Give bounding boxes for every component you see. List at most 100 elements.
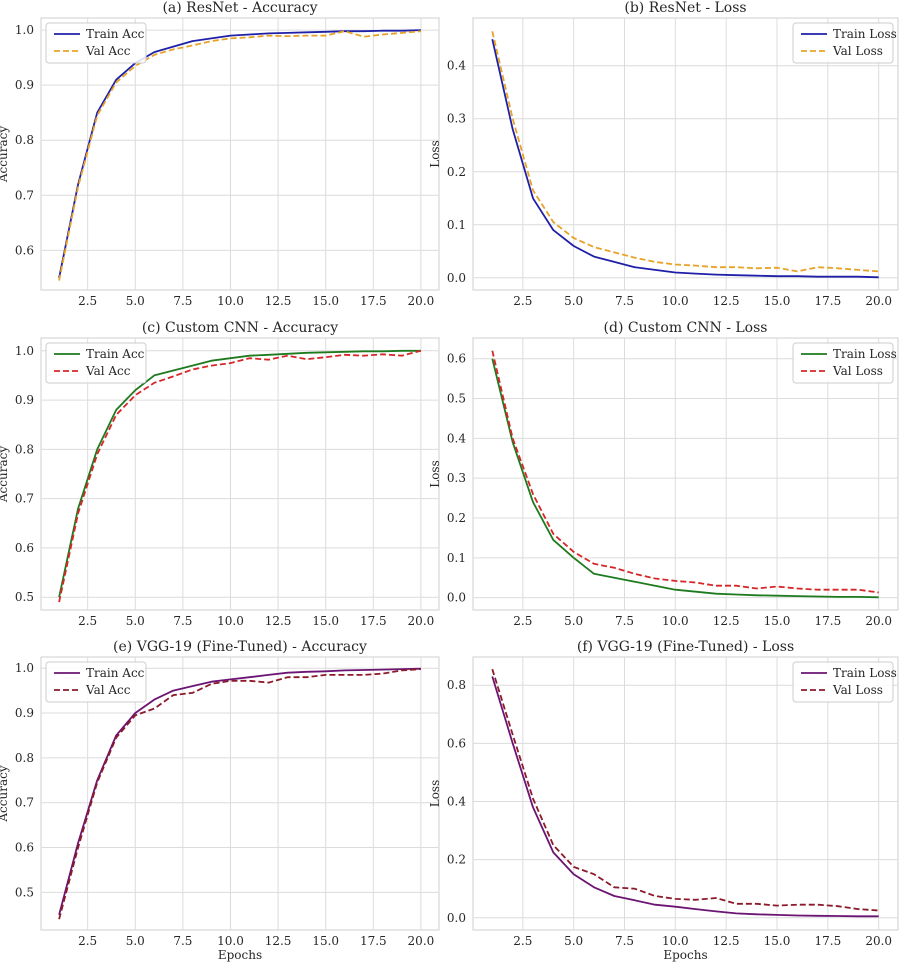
x-tick-label: 7.5 bbox=[615, 614, 634, 628]
series-line-val-loss bbox=[491, 668, 879, 912]
x-tick-label: 7.5 bbox=[615, 934, 634, 948]
x-tick-label: 7.5 bbox=[173, 614, 192, 628]
x-tick-label: 2.5 bbox=[78, 294, 97, 308]
series-line-val-acc bbox=[58, 30, 421, 281]
x-tick-label: 2.5 bbox=[78, 934, 97, 948]
x-tick-label: 10.0 bbox=[217, 934, 244, 948]
series-line-train-loss bbox=[491, 39, 879, 279]
legend-label: Train Acc bbox=[86, 27, 145, 41]
x-tick-label: 15.0 bbox=[312, 294, 339, 308]
y-tick-label: 0.2 bbox=[447, 165, 466, 179]
legend: Train Acc Val Acc bbox=[45, 342, 147, 384]
y-tick-label: 0.8 bbox=[15, 133, 34, 147]
series-line-train-loss bbox=[491, 676, 879, 918]
x-tick-label: 15.0 bbox=[764, 934, 791, 948]
y-tick-label: 0.6 bbox=[447, 352, 466, 366]
y-axis-label: Loss bbox=[428, 460, 442, 488]
legend: Train Acc Val Acc bbox=[45, 661, 147, 703]
x-tick-label: 5.0 bbox=[564, 614, 583, 628]
legend-box bbox=[792, 342, 894, 384]
y-tick-label: 0.9 bbox=[15, 706, 34, 720]
legend-label: Train Acc bbox=[86, 666, 145, 680]
series-line-train-acc bbox=[58, 29, 421, 279]
subplot-2: 2.5 5.0 7.5 10.0 12.5 15.0 17.5 20.0 0.0 0.1 0.2 0.… bbox=[428, 0, 899, 308]
series-line-train-loss bbox=[491, 358, 879, 599]
y-axis-label: Loss bbox=[428, 780, 442, 808]
y-tick-label: 0.1 bbox=[447, 551, 466, 565]
y-tick-label: 0.0 bbox=[447, 271, 466, 285]
x-tick-label: 20.0 bbox=[408, 294, 435, 308]
legend-box bbox=[792, 661, 894, 703]
y-axis-label: Loss bbox=[428, 140, 442, 168]
legend-box bbox=[45, 342, 147, 384]
x-tick-label: 2.5 bbox=[513, 294, 532, 308]
subplot-4: 2.5 5.0 7.5 10.0 12.5 15.0 17.5 20.0 0.0 0.1 0.2 0.… bbox=[428, 320, 899, 628]
legend: Train Loss Val Loss bbox=[792, 661, 897, 703]
x-axis-label: Epochs bbox=[663, 948, 707, 962]
series-line-val-acc bbox=[58, 668, 421, 920]
x-tick-label: 12.5 bbox=[265, 294, 292, 308]
legend-label: Val Loss bbox=[832, 683, 883, 697]
x-tick-label: 10.0 bbox=[217, 294, 244, 308]
chart-title: (c) Custom CNN - Accuracy bbox=[142, 320, 338, 336]
x-tick-label: 17.5 bbox=[360, 934, 387, 948]
x-tick-label: 10.0 bbox=[217, 614, 244, 628]
x-tick-label: 5.0 bbox=[564, 294, 583, 308]
y-axis-label: Accuracy bbox=[0, 765, 10, 822]
x-tick-label: 5.0 bbox=[564, 934, 583, 948]
x-tick-label: 2.5 bbox=[513, 614, 532, 628]
legend-label: Val Loss bbox=[832, 364, 883, 378]
legend-box bbox=[792, 22, 894, 64]
x-tick-label: 5.0 bbox=[126, 614, 145, 628]
y-tick-label: 0.4 bbox=[447, 431, 466, 445]
x-tick-label: 20.0 bbox=[408, 934, 435, 948]
chart-title: (a) ResNet - Accuracy bbox=[162, 0, 317, 16]
y-axis-label: Accuracy bbox=[0, 126, 10, 183]
y-axis-label: Accuracy bbox=[0, 446, 10, 503]
y-tick-label: 1.0 bbox=[15, 23, 34, 37]
x-tick-label: 17.5 bbox=[360, 294, 387, 308]
x-tick-label: 15.0 bbox=[312, 614, 339, 628]
y-tick-label: 0.3 bbox=[447, 471, 466, 485]
y-tick-label: 0.4 bbox=[447, 794, 466, 808]
chart-title: (e) VGG-19 (Fine-Tuned) - Accuracy bbox=[113, 639, 367, 655]
y-tick-label: 1.0 bbox=[15, 661, 34, 675]
y-tick-label: 0.1 bbox=[447, 218, 466, 232]
series-line-train-acc bbox=[58, 667, 421, 916]
legend: Train Loss Val Loss bbox=[792, 22, 897, 64]
legend-box bbox=[45, 22, 147, 64]
x-tick-label: 2.5 bbox=[513, 934, 532, 948]
legend-label: Val Acc bbox=[85, 683, 131, 697]
x-tick-label: 7.5 bbox=[615, 294, 634, 308]
y-tick-label: 0.0 bbox=[447, 591, 466, 605]
x-tick-label: 5.0 bbox=[126, 934, 145, 948]
y-tick-label: 0.3 bbox=[447, 112, 466, 126]
legend: Train Loss Val Loss bbox=[792, 342, 897, 384]
y-tick-label: 0.7 bbox=[15, 492, 34, 506]
y-tick-label: 0.6 bbox=[15, 541, 34, 555]
legend-label: Train Loss bbox=[833, 347, 897, 361]
legend-box bbox=[45, 661, 147, 703]
x-tick-label: 12.5 bbox=[265, 934, 292, 948]
x-tick-label: 17.5 bbox=[814, 934, 841, 948]
subplot-1: 2.5 5.0 7.5 10.0 12.5 15.0 17.5 20.0 0.6 0.7 0.8 0.… bbox=[0, 0, 440, 308]
y-tick-label: 0.5 bbox=[15, 885, 34, 899]
series-line-train-acc bbox=[58, 349, 421, 598]
x-tick-label: 7.5 bbox=[173, 934, 192, 948]
y-tick-label: 0.8 bbox=[447, 678, 466, 692]
x-tick-label: 12.5 bbox=[713, 934, 740, 948]
y-tick-label: 0.8 bbox=[15, 751, 34, 765]
x-tick-label: 20.0 bbox=[865, 294, 892, 308]
subplot-3: 2.5 5.0 7.5 10.0 12.5 15.0 17.5 20.0 0.5 0.6 0.7 0.… bbox=[0, 320, 440, 628]
x-tick-label: 15.0 bbox=[764, 294, 791, 308]
chart-title: (b) ResNet - Loss bbox=[624, 0, 746, 16]
series-line-val-acc bbox=[58, 349, 422, 603]
series-line-val-loss bbox=[491, 31, 879, 273]
legend-label: Train Loss bbox=[833, 666, 897, 680]
y-tick-label: 0.6 bbox=[15, 243, 34, 257]
x-tick-label: 20.0 bbox=[865, 934, 892, 948]
y-tick-label: 0.2 bbox=[447, 853, 466, 867]
x-tick-label: 12.5 bbox=[713, 294, 740, 308]
legend-label: Val Acc bbox=[85, 44, 131, 58]
